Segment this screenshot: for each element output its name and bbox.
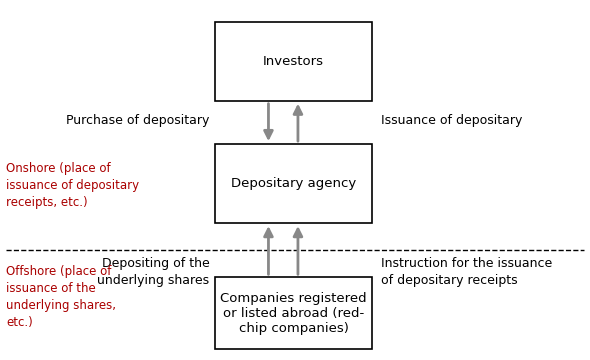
Text: Companies registered
or listed abroad (red-
chip companies): Companies registered or listed abroad (r… (220, 292, 367, 335)
Text: Investors: Investors (263, 55, 324, 68)
FancyBboxPatch shape (215, 144, 372, 223)
Text: Instruction for the issuance
of depositary receipts: Instruction for the issuance of deposita… (381, 257, 552, 287)
Text: Issuance of depositary: Issuance of depositary (381, 114, 522, 127)
Text: Purchase of depositary: Purchase of depositary (66, 114, 209, 127)
Text: Depositing of the
underlying shares: Depositing of the underlying shares (97, 257, 209, 287)
Text: Offshore (place of
issuance of the
underlying shares,
etc.): Offshore (place of issuance of the under… (6, 265, 116, 329)
FancyBboxPatch shape (215, 22, 372, 101)
Text: Onshore (place of
issuance of depositary
receipts, etc.): Onshore (place of issuance of depositary… (6, 162, 139, 209)
Text: Depositary agency: Depositary agency (231, 177, 356, 190)
FancyBboxPatch shape (215, 277, 372, 349)
